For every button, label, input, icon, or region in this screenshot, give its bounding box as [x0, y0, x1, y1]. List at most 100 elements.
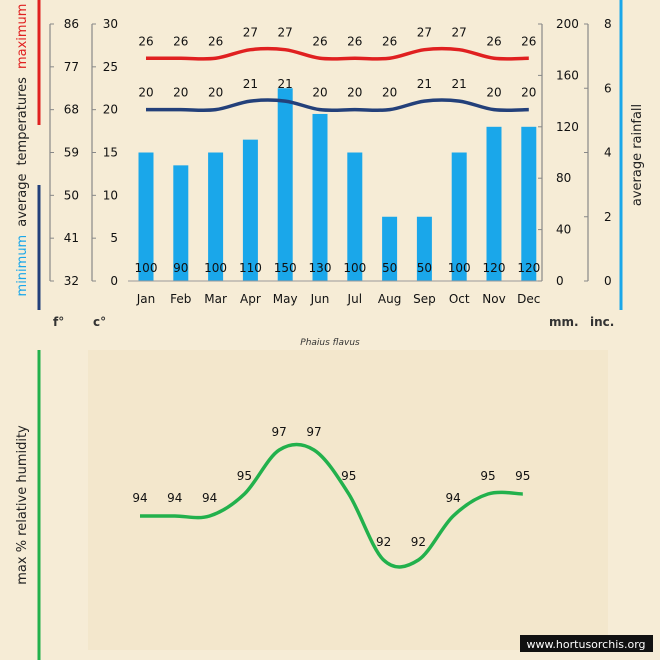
rainfall-label-apr: 110: [239, 261, 262, 275]
month-label-nov: Nov: [482, 292, 505, 306]
unit-mm: mm.: [549, 315, 579, 329]
species-caption: Phaius flavus: [300, 338, 360, 348]
max-temp-label-jul: 26: [347, 34, 362, 48]
rainfall-bar-mar: [208, 152, 224, 281]
rainfall-label-jul: 100: [343, 261, 366, 275]
rainfall-bar-jul: [347, 152, 363, 281]
celsius-tick-30: 30: [103, 17, 118, 31]
month-label-may: May: [273, 292, 298, 306]
rainfall-label-aug: 50: [382, 261, 397, 275]
max-temperature-line: [146, 46, 529, 61]
month-label-aug: Aug: [378, 292, 401, 306]
min-temperature-line: [146, 98, 529, 113]
rainfall-bar-oct: [451, 152, 467, 281]
rainfall-bar-dec: [521, 126, 537, 281]
max-temp-label-jan: 26: [138, 34, 153, 48]
left-axis-label: minimum average temperatures maximum: [15, 4, 30, 297]
max-temp-label-feb: 26: [173, 34, 188, 48]
celsius-tick-15: 15: [103, 146, 118, 160]
celsius-tick-25: 25: [103, 60, 118, 74]
max-temp-label-may: 27: [278, 26, 293, 40]
min-temp-label-nov: 20: [486, 86, 501, 100]
max-temp-label-sep: 27: [417, 26, 432, 40]
rainfall-bar-feb: [173, 165, 189, 281]
inch-tick-0: 0: [604, 274, 612, 288]
label-minimum: minimum: [15, 235, 30, 297]
min-temp-label-aug: 20: [382, 86, 397, 100]
rainfall-label-dec: 120: [517, 261, 540, 275]
label-average: average: [15, 174, 30, 227]
humidity-label-jan: 94: [132, 491, 147, 505]
fahrenheit-tick-50: 50: [64, 188, 79, 202]
humidity-line: [139, 442, 523, 569]
fahrenheit-tick-77: 77: [64, 60, 79, 74]
humidity-label-nov: 95: [480, 469, 495, 483]
max-temp-label-jun: 26: [312, 34, 327, 48]
month-label-sep: Sep: [413, 292, 436, 306]
celsius-tick-5: 5: [110, 231, 118, 245]
max-temp-label-oct: 27: [452, 26, 467, 40]
mm-tick-80: 80: [556, 171, 571, 185]
max-temp-label-aug: 26: [382, 34, 397, 48]
min-temp-label-may: 21: [278, 77, 293, 91]
celsius-tick-10: 10: [103, 188, 118, 202]
humidity-label-oct: 94: [446, 491, 461, 505]
month-label-mar: Mar: [204, 292, 227, 306]
mm-tick-40: 40: [556, 223, 571, 237]
month-label-feb: Feb: [170, 292, 191, 306]
rainfall-bar-may: [277, 88, 293, 281]
rainfall-bar-apr: [242, 139, 258, 281]
humidity-label-mar: 94: [202, 491, 217, 505]
humidity-label-sep: 92: [411, 535, 426, 549]
max-temp-label-nov: 26: [486, 34, 501, 48]
humidity-panel: [88, 350, 608, 650]
inch-tick-8: 8: [604, 17, 612, 31]
watermark-background: [520, 635, 653, 652]
min-temp-label-feb: 20: [173, 86, 188, 100]
humidity-label-aug: 92: [376, 535, 391, 549]
mm-tick-0: 0: [556, 274, 564, 288]
humidity-chart: max % relative humidity 94 94 94 95 97 97 95 92…: [15, 350, 530, 660]
min-temp-label-mar: 20: [208, 86, 223, 100]
max-temp-label-mar: 26: [208, 34, 223, 48]
min-temp-label-dec: 20: [521, 86, 536, 100]
label-temperatures: temperatures: [15, 77, 30, 166]
rainfall-label-oct: 100: [448, 261, 471, 275]
humidity-label-dec: 95: [515, 469, 530, 483]
humidity-label-apr: 95: [237, 469, 252, 483]
month-label-dec: Dec: [517, 292, 540, 306]
min-temp-label-apr: 21: [243, 77, 258, 91]
max-temp-label-dec: 26: [521, 34, 536, 48]
rainfall-label-nov: 120: [483, 261, 506, 275]
humidity-label-may: 97: [272, 425, 287, 439]
month-label-jun: Jun: [310, 292, 330, 306]
rainfall-label-jan: 100: [135, 261, 158, 275]
rainfall-label-mar: 100: [204, 261, 227, 275]
inch-tick-6: 6: [604, 81, 612, 95]
rainfall-label-jun: 130: [309, 261, 332, 275]
month-label-apr: Apr: [240, 292, 261, 306]
rainfall-bar-jan: [138, 152, 154, 281]
fahrenheit-tick-41: 41: [64, 231, 79, 245]
celsius-tick-0: 0: [110, 274, 118, 288]
rainfall-bar-nov: [486, 126, 502, 281]
fahrenheit-tick-86: 86: [64, 17, 79, 31]
min-temp-label-oct: 21: [452, 77, 467, 91]
fahrenheit-tick-59: 59: [64, 146, 79, 160]
watermark-text: www.hortusorchis.org: [526, 638, 645, 651]
unit-celsius: c°: [93, 315, 106, 329]
unit-fahrenheit: f°: [53, 315, 64, 329]
month-label-jan: Jan: [136, 292, 156, 306]
rainfall-bar-sep: [416, 216, 432, 281]
rainfall-label-sep: 50: [417, 261, 432, 275]
humidity-label-jul: 95: [341, 469, 356, 483]
rainfall-label-feb: 90: [173, 261, 188, 275]
rainfall-axis-label: average rainfall: [630, 104, 645, 206]
min-temp-label-jan: 20: [138, 86, 153, 100]
max-temp-label-apr: 27: [243, 26, 258, 40]
min-temp-label-sep: 21: [417, 77, 432, 91]
mm-tick-120: 120: [556, 120, 579, 134]
humidity-label-jun: 97: [306, 425, 321, 439]
inch-tick-2: 2: [604, 210, 612, 224]
